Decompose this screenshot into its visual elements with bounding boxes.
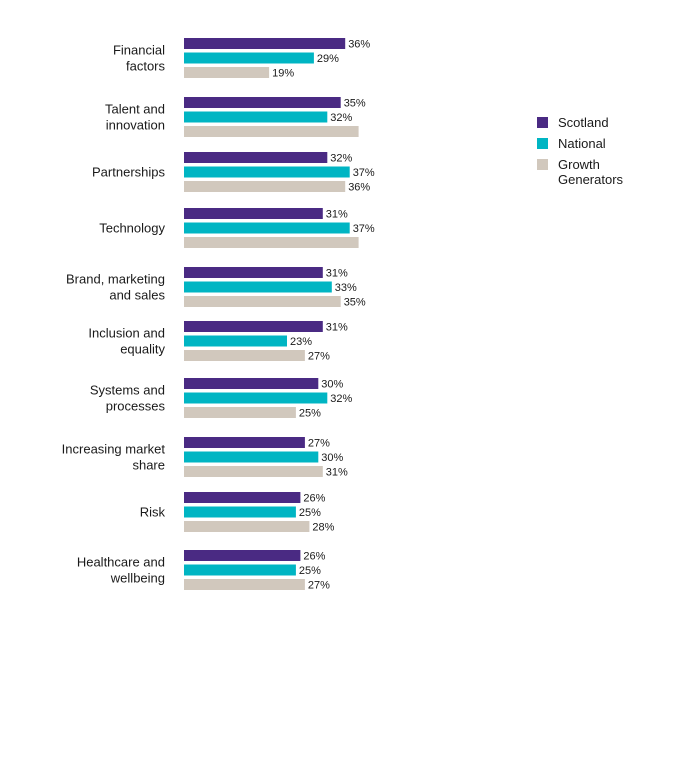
legend-swatch [537,138,548,149]
category-label: innovation [106,118,165,133]
bar-growth-generators [184,407,296,418]
bar-scotland [184,38,346,49]
bar-scotland [184,152,328,163]
bar-value-label: 37% [353,167,375,179]
bar-growth-generators [184,126,359,137]
legend-swatch [537,117,548,128]
category-label: equality [120,342,165,357]
bar-value-label: 27% [308,351,330,363]
bar-growth-generators [184,579,305,590]
bar-national [184,506,296,518]
category-label: Technology [99,221,165,236]
bar-value-label: 36% [348,39,370,51]
bar-national [184,222,350,234]
category-label: Healthcare and [77,555,165,570]
bar-national [184,281,332,293]
bar-value-label: 19% [272,68,294,80]
bar-national [184,564,296,576]
bar-value-label: 27% [308,580,330,592]
bar-value-label: 37% [353,223,375,235]
bar-national [184,111,328,123]
bar-national [184,335,287,347]
category-label: Systems and [90,383,165,398]
category-label: Risk [140,505,166,520]
bar-value-label: 29% [317,53,339,65]
bar-value-label: 31% [326,467,348,479]
bar-value-label: 25% [299,408,321,420]
category-label: processes [106,399,166,414]
bar-national [184,392,328,404]
bar-value-label: 36% [348,182,370,194]
bar-value-label: 25% [299,565,321,577]
legend-label: National [558,136,606,151]
legend-label: Scotland [558,115,609,130]
bar-growth-generators [184,237,359,248]
bar-value-label: 32% [330,112,352,124]
category-label: Brand, marketing [66,272,165,287]
category-label: Talent and [105,102,165,117]
bar-scotland [184,437,305,448]
bar-scotland [184,492,301,503]
bar-scotland [184,267,323,278]
bar-scotland [184,378,319,389]
bar-scotland [184,97,341,108]
bar-value-label: 30% [321,379,343,391]
bar-scotland [184,321,323,332]
bar-scotland [184,550,301,561]
bar-national [184,166,350,178]
bar-growth-generators [184,296,341,307]
bar-growth-generators [184,466,323,477]
bar-value-label: 31% [326,268,348,280]
bar-value-label: 31% [326,209,348,221]
bar-growth-generators [184,350,305,361]
bar-value-label: 25% [299,507,321,519]
bar-value-label: 35% [344,297,366,309]
legend-swatch [537,159,548,170]
bar-national [184,52,314,64]
bar-value-label: 35% [344,98,366,110]
bar-value-label: 23% [290,336,312,348]
category-label: Financial [113,43,165,58]
bar-value-label: 32% [330,153,352,165]
category-label: share [132,458,165,473]
bar-value-label: 33% [335,282,357,294]
bar-value-label: 26% [303,551,325,563]
legend-label: Growth [558,157,600,172]
bar-scotland [184,208,323,219]
bar-value-label: 27% [308,438,330,450]
bar-growth-generators [184,521,310,532]
bar-national [184,451,319,463]
bar-value-label: 32% [330,393,352,405]
category-label: Partnerships [92,165,165,180]
bar-value-label: 28% [312,522,334,534]
category-label: and sales [109,288,165,303]
category-label: wellbeing [110,571,165,586]
bar-growth-generators [184,67,270,78]
category-label: Increasing market [62,442,166,457]
bar-value-label: 31% [326,322,348,334]
category-label: Inclusion and [88,326,165,341]
bar-value-label: 30% [321,452,343,464]
bar-value-label: 26% [303,493,325,505]
category-label: factors [126,59,166,74]
legend-label: Generators [558,172,624,187]
bar-growth-generators [184,181,346,192]
